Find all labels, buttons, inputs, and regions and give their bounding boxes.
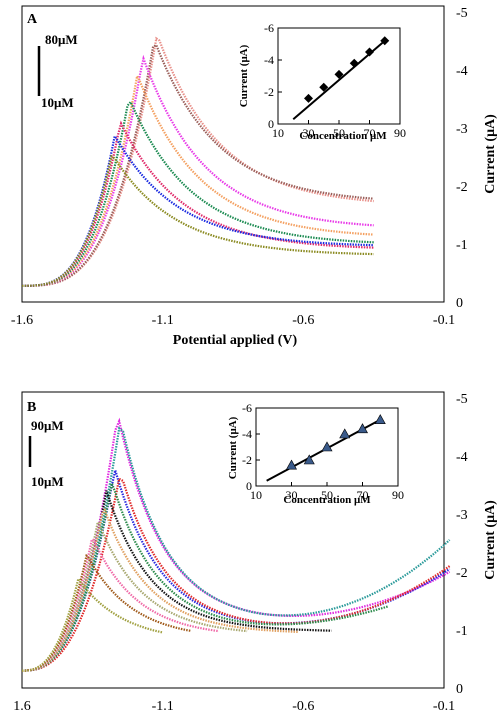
y-tick-label: -5: [456, 392, 468, 407]
x-tick-label: -1.6: [11, 313, 33, 328]
inset-x-tick-label: 30: [303, 126, 315, 140]
panel-a-frame: [21, 5, 445, 303]
x-tick-label: -0.1: [433, 699, 455, 714]
series-line-9: [22, 538, 220, 672]
inset-point: [356, 423, 369, 434]
series-line-1: [22, 36, 374, 287]
panel-b-inset: 10 30 50 70 90 0 -2 -4 -6 Concentration μM Curre…: [227, 401, 404, 506]
x-tick-label: -0.1: [433, 313, 455, 328]
inset-y-tick-label: 0: [268, 117, 274, 131]
inset-point: [285, 459, 298, 470]
series-line-2: [22, 43, 374, 287]
panel-a-conc-bottom: 10μM: [41, 95, 74, 110]
inset-point: [319, 82, 329, 92]
y-tick-label: -3: [456, 508, 468, 523]
inset-point: [374, 414, 386, 425]
y-tick-label: -1: [456, 624, 468, 639]
y-tick-label: -3: [456, 122, 468, 137]
panel-a-inset-ticks: 10 30 50 70 90 0 -2 -4 -6: [264, 21, 406, 140]
panel-b-inset-y-label: Current (μA): [227, 416, 239, 479]
x-tick-label: -1.1: [152, 699, 174, 714]
panel-a-inset-y-label: Current (μA): [238, 44, 250, 107]
inset-x-tick-label: 70: [364, 126, 376, 140]
series-line-5: [22, 479, 389, 672]
panel-b-frame: [21, 391, 445, 689]
panel-b-y-axis-label: Current (μA): [483, 500, 498, 580]
panel-a-inset-x-label: Concentration μM: [299, 130, 387, 142]
panel-a-conc-top: 80μM: [45, 32, 78, 47]
inset-y-tick-label: -6: [264, 21, 274, 35]
panel-a: A 80μM 10μM -1.6 -1.1 -0.6 -0.1 0 -1 -2 -3 -4 -5…: [11, 5, 498, 348]
x-tick-label: 1.6: [13, 699, 31, 714]
series-line-4: [22, 477, 451, 672]
inset-point: [380, 36, 390, 46]
panel-a-curves: [22, 36, 374, 287]
panel-b-curves: [21, 417, 451, 672]
series-line-10: [22, 553, 192, 672]
panel-b-inset-x-label: Concentration μM: [283, 494, 371, 506]
inset-point: [365, 47, 374, 57]
inset-x-tick-label: 50: [321, 488, 333, 502]
inset-y-tick-label: -6: [242, 401, 252, 415]
inset-x-tick-label: 50: [333, 126, 345, 140]
inset-point: [321, 441, 333, 452]
panel-a-y-ticks: 0 -1 -2 -3 -4 -5: [456, 6, 468, 311]
panel-a-y-axis-label: Current (μA): [483, 114, 498, 194]
inset-x-tick-label: 90: [392, 488, 404, 502]
panel-b-conc-bottom: 10μM: [31, 474, 64, 489]
inset-y-tick-label: -4: [264, 53, 274, 67]
series-line-2: [21, 426, 451, 672]
panel-b-label: B: [27, 400, 36, 415]
panel-b-inset-points: [266, 414, 386, 482]
inset-x-tick-label: 90: [394, 126, 406, 140]
series-line-6: [22, 120, 374, 287]
panel-b-x-ticks: 1.6 -1.1 -0.6 -0.1: [13, 699, 455, 714]
y-tick-label: 0: [456, 296, 463, 311]
series-line-7: [22, 507, 298, 672]
inset-point: [303, 454, 315, 465]
y-tick-label: 0: [456, 682, 463, 697]
inset-x-tick-label: 30: [286, 488, 298, 502]
panel-a-inset-points: [292, 36, 390, 120]
inset-point: [349, 58, 359, 68]
y-tick-label: -2: [456, 180, 468, 195]
series-line-6: [22, 490, 332, 672]
series-line-4: [22, 72, 374, 287]
panel-b-conc-top: 90μM: [31, 418, 64, 433]
inset-y-tick-label: -4: [242, 427, 252, 441]
x-tick-label: -0.6: [292, 699, 314, 714]
y-tick-label: -1: [456, 238, 468, 253]
inset-y-tick-label: -2: [242, 453, 252, 467]
panel-a-x-ticks: -1.6 -1.1 -0.6 -0.1: [11, 313, 455, 328]
panel-b-inset-ticks: 10 30 50 70 90 0 -2 -4 -6: [242, 401, 404, 502]
y-tick-label: -4: [456, 450, 468, 465]
inset-x-tick-label: 10: [272, 126, 284, 140]
x-tick-label: -0.6: [292, 313, 314, 328]
inset-point: [304, 93, 313, 103]
inset-x-tick-label: 70: [357, 488, 369, 502]
panel-b: B 90μM 10μM 1.6 -1.1 -0.6 -0.1 0-1-2-3-4-5 …: [13, 391, 498, 714]
inset-y-tick-label: -2: [264, 85, 274, 99]
inset-point: [339, 428, 351, 439]
series-line-5: [22, 99, 374, 287]
inset-point: [334, 69, 344, 79]
panel-a-inset: 10 30 50 70 90 0 -2 -4 -6 Concentration μM Curre…: [238, 21, 406, 142]
inset-x-tick-label: 10: [250, 488, 262, 502]
series-line-8: [22, 154, 374, 287]
panel-a-label: A: [27, 12, 38, 27]
panel-a-x-axis-label: Potential applied (V): [173, 333, 298, 348]
series-line-11: [22, 576, 163, 672]
y-tick-label: -4: [456, 64, 468, 79]
inset-y-tick-label: 0: [246, 479, 252, 493]
y-tick-label: -2: [456, 566, 468, 581]
y-tick-label: -5: [456, 6, 468, 21]
panel-b-y-ticks: 0 -1 -2 -3 -4 -5: [456, 392, 468, 697]
x-tick-label: -1.1: [152, 313, 174, 328]
